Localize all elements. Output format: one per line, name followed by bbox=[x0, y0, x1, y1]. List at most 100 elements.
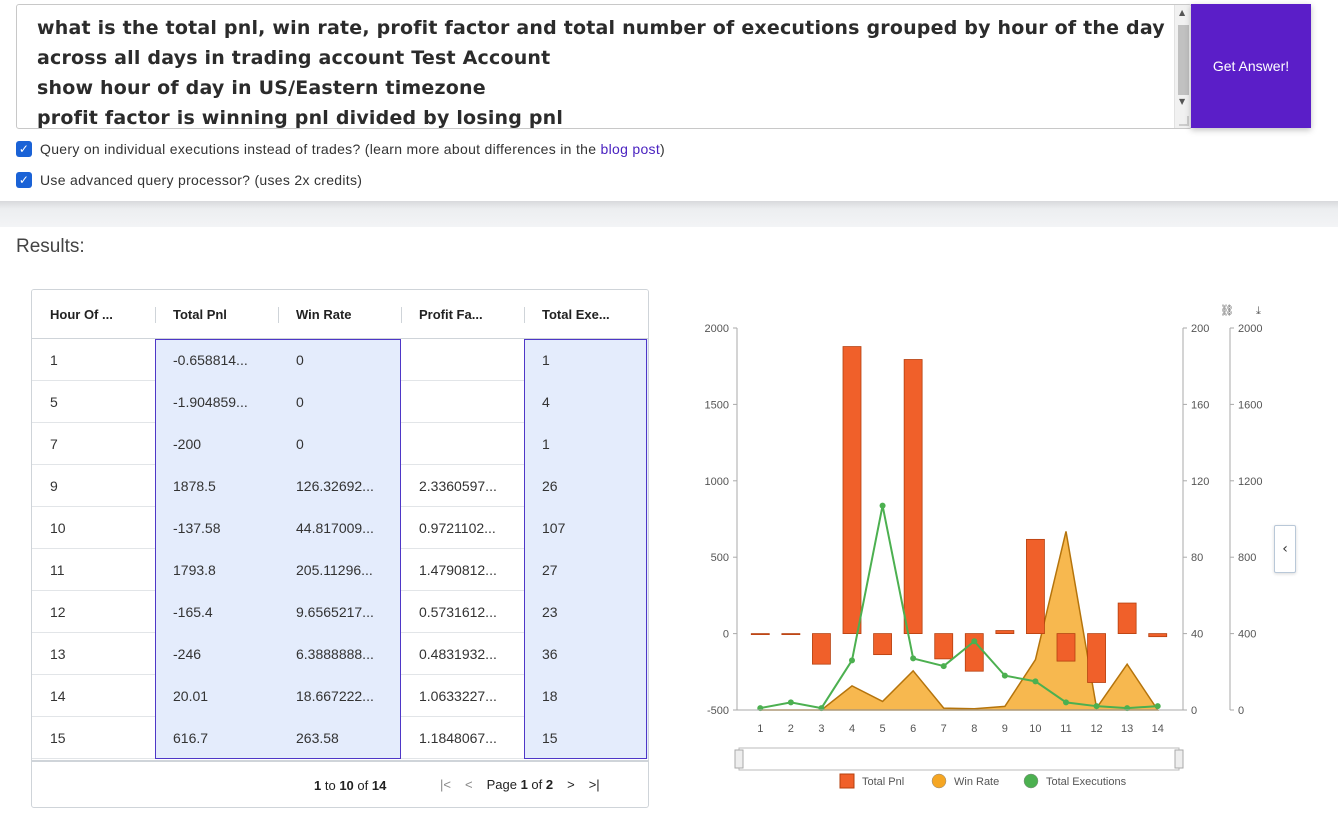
cell-total-executions[interactable]: 27 bbox=[524, 549, 648, 591]
cell-win-rate[interactable]: 126.32692... bbox=[278, 465, 401, 507]
table-row[interactable]: 10 -137.58 44.817009... 0.9721102... 107 bbox=[32, 507, 648, 549]
scroll-thumb[interactable] bbox=[1178, 25, 1189, 95]
table-row[interactable]: 9 1878.5 126.32692... 2.3360597... 26 bbox=[32, 465, 648, 507]
query-scrollbar[interactable]: ▲ ▼ bbox=[1174, 5, 1191, 128]
cell-profit-factor[interactable]: 2.3360597... bbox=[419, 478, 497, 494]
cell-total-pnl[interactable]: 1793.8 bbox=[155, 549, 278, 591]
link-icon[interactable]: ⛓ bbox=[1220, 304, 1234, 317]
cell-total-pnl[interactable]: -200 bbox=[155, 423, 278, 465]
col-header-win-rate[interactable]: Win Rate bbox=[296, 307, 352, 322]
col-separator[interactable] bbox=[401, 307, 402, 323]
col-separator[interactable] bbox=[155, 307, 156, 323]
cell-total-pnl[interactable]: -246 bbox=[155, 633, 278, 675]
win-rate-area bbox=[760, 531, 1160, 711]
col-header-hour[interactable]: Hour Of ... bbox=[50, 307, 113, 322]
table-row[interactable]: 14 20.01 18.667222... 1.0633227... 18 bbox=[32, 675, 648, 717]
table-row[interactable]: 7 -200 0 1 bbox=[32, 423, 648, 465]
first-page-icon[interactable]: |< bbox=[440, 777, 451, 792]
cell-profit-factor[interactable] bbox=[401, 381, 524, 423]
executions-point bbox=[879, 502, 886, 509]
col-separator[interactable] bbox=[524, 307, 525, 323]
cell-hour[interactable]: 1 bbox=[50, 352, 58, 368]
cell-win-rate[interactable]: 18.667222... bbox=[278, 675, 401, 717]
cell-profit-factor[interactable]: 1.0633227... bbox=[419, 688, 497, 704]
table-row[interactable]: 12 -165.4 9.6565217... 0.5731612... 23 bbox=[32, 591, 648, 633]
cell-profit-factor[interactable]: 0.5731612... bbox=[419, 604, 497, 620]
table-row[interactable]: 5 -1.904859... 0 4 bbox=[32, 381, 648, 423]
col-header-total-executions[interactable]: Total Exe... bbox=[542, 307, 610, 322]
cell-hour[interactable]: 15 bbox=[50, 730, 66, 746]
cell-profit-factor[interactable] bbox=[401, 423, 524, 465]
col-header-profit-factor[interactable]: Profit Fa... bbox=[419, 307, 483, 322]
cell-hour[interactable]: 11 bbox=[50, 562, 65, 578]
cell-total-pnl[interactable]: -165.4 bbox=[155, 591, 278, 633]
col-header-total-pnl[interactable]: Total Pnl bbox=[173, 307, 227, 322]
cell-total-executions[interactable]: 107 bbox=[524, 507, 648, 549]
zoom-handle-left[interactable] bbox=[734, 749, 744, 769]
cell-total-executions[interactable]: 18 bbox=[524, 675, 648, 717]
prev-page-icon[interactable]: < bbox=[464, 777, 473, 792]
section-divider bbox=[0, 201, 1338, 227]
advanced-checkbox[interactable]: ✓ bbox=[16, 172, 32, 188]
table-row[interactable]: 15 616.7 263.58 1.1848067... 15 bbox=[32, 717, 648, 759]
query-text[interactable]: what is the total pnl, win rate, profit … bbox=[17, 5, 1191, 128]
cell-win-rate[interactable]: 205.11296... bbox=[278, 549, 401, 591]
get-answer-button[interactable]: Get Answer! bbox=[1191, 4, 1311, 128]
legend-label[interactable]: Win Rate bbox=[954, 776, 999, 788]
cell-win-rate[interactable]: 9.6565217... bbox=[278, 591, 401, 633]
table-row[interactable]: 11 1793.8 205.11296... 1.4790812... 27 bbox=[32, 549, 648, 591]
cell-hour[interactable]: 9 bbox=[50, 478, 58, 494]
cell-win-rate[interactable]: 0 bbox=[278, 381, 401, 423]
cell-hour[interactable]: 12 bbox=[50, 604, 66, 620]
executions-line bbox=[760, 505, 1158, 710]
query-textarea[interactable]: what is the total pnl, win rate, profit … bbox=[16, 4, 1192, 129]
advanced-option: ✓ Use advanced query processor? (uses 2x… bbox=[16, 172, 362, 188]
cell-hour[interactable]: 10 bbox=[50, 520, 66, 536]
cell-total-executions[interactable]: 26 bbox=[524, 465, 648, 507]
last-page-icon[interactable]: >| bbox=[588, 777, 600, 792]
cell-win-rate[interactable]: 44.817009... bbox=[278, 507, 401, 549]
download-icon[interactable]: ⤓ bbox=[1256, 305, 1261, 317]
cell-total-executions[interactable]: 1 bbox=[524, 423, 648, 465]
cell-total-executions[interactable]: 36 bbox=[524, 633, 648, 675]
scroll-up-icon[interactable]: ▲ bbox=[1179, 8, 1186, 17]
cell-profit-factor[interactable] bbox=[401, 339, 524, 381]
cell-profit-factor[interactable]: 0.4831932... bbox=[419, 646, 497, 662]
cell-total-pnl[interactable]: -137.58 bbox=[155, 507, 278, 549]
resize-grip-icon[interactable] bbox=[1179, 116, 1189, 126]
x-tick-label: 12 bbox=[1090, 723, 1102, 735]
cell-hour[interactable]: 14 bbox=[50, 688, 66, 704]
cell-total-pnl[interactable]: 1878.5 bbox=[155, 465, 278, 507]
legend-label[interactable]: Total Pnl bbox=[862, 776, 904, 788]
cell-win-rate[interactable]: 0 bbox=[278, 339, 401, 381]
total-pnl-bar bbox=[995, 630, 1015, 635]
cell-hour[interactable]: 13 bbox=[50, 646, 66, 662]
cell-profit-factor[interactable]: 0.9721102... bbox=[419, 520, 496, 536]
cell-total-pnl[interactable]: 20.01 bbox=[155, 675, 278, 717]
cell-win-rate[interactable]: 6.3888888... bbox=[278, 633, 401, 675]
cell-total-executions[interactable]: 4 bbox=[524, 381, 648, 423]
table-row[interactable]: 13 -246 6.3888888... 0.4831932... 36 bbox=[32, 633, 648, 675]
cell-profit-factor[interactable]: 1.1848067... bbox=[419, 730, 497, 746]
cell-win-rate[interactable]: 263.58 bbox=[278, 717, 401, 759]
cell-total-executions[interactable]: 1 bbox=[524, 339, 648, 381]
blog-post-link[interactable]: blog post bbox=[600, 141, 661, 157]
cell-total-pnl[interactable]: -1.904859... bbox=[155, 381, 278, 423]
scroll-down-icon[interactable]: ▼ bbox=[1179, 97, 1186, 106]
next-page-icon[interactable]: > bbox=[567, 777, 575, 792]
y-right-inner-tick-label: 160 bbox=[1191, 399, 1209, 411]
cell-hour[interactable]: 5 bbox=[50, 394, 58, 410]
legend-label[interactable]: Total Executions bbox=[1046, 776, 1127, 788]
cell-total-executions[interactable]: 23 bbox=[524, 591, 648, 633]
side-panel-toggle[interactable]: ‹ bbox=[1274, 525, 1296, 573]
col-separator[interactable] bbox=[278, 307, 279, 323]
cell-hour[interactable]: 7 bbox=[50, 436, 58, 452]
cell-win-rate[interactable]: 0 bbox=[278, 423, 401, 465]
cell-total-pnl[interactable]: 616.7 bbox=[155, 717, 278, 759]
cell-profit-factor[interactable]: 1.4790812... bbox=[419, 562, 497, 578]
executions-checkbox[interactable]: ✓ bbox=[16, 141, 32, 157]
cell-total-executions[interactable]: 15 bbox=[524, 717, 648, 759]
zoom-handle-right[interactable] bbox=[1174, 749, 1184, 769]
cell-total-pnl[interactable]: -0.658814... bbox=[155, 339, 278, 381]
table-row[interactable]: 1 -0.658814... 0 1 bbox=[32, 339, 648, 381]
